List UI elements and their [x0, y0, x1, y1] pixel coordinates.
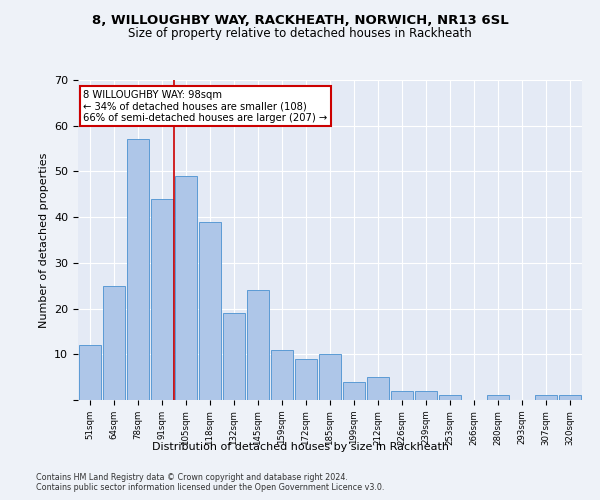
Y-axis label: Number of detached properties: Number of detached properties — [38, 152, 49, 328]
Bar — [79, 345, 101, 400]
Text: Contains HM Land Registry data © Crown copyright and database right 2024.
Contai: Contains HM Land Registry data © Crown c… — [36, 472, 385, 492]
Text: Distribution of detached houses by size in Rackheath: Distribution of detached houses by size … — [151, 442, 449, 452]
Bar — [367, 377, 389, 400]
Bar — [391, 391, 413, 400]
Bar — [343, 382, 365, 400]
Text: 8, WILLOUGHBY WAY, RACKHEATH, NORWICH, NR13 6SL: 8, WILLOUGHBY WAY, RACKHEATH, NORWICH, N… — [92, 14, 508, 27]
Bar — [151, 199, 173, 400]
Bar — [487, 396, 509, 400]
Bar — [223, 313, 245, 400]
Bar — [271, 350, 293, 400]
Bar — [535, 396, 557, 400]
Text: Size of property relative to detached houses in Rackheath: Size of property relative to detached ho… — [128, 28, 472, 40]
Bar — [415, 391, 437, 400]
Bar — [439, 396, 461, 400]
Bar — [319, 354, 341, 400]
Bar — [559, 396, 581, 400]
Bar — [103, 286, 125, 400]
Text: 8 WILLOUGHBY WAY: 98sqm
← 34% of detached houses are smaller (108)
66% of semi-d: 8 WILLOUGHBY WAY: 98sqm ← 34% of detache… — [83, 90, 327, 123]
Bar — [247, 290, 269, 400]
Bar — [175, 176, 197, 400]
Bar — [127, 140, 149, 400]
Bar — [199, 222, 221, 400]
Bar — [295, 359, 317, 400]
